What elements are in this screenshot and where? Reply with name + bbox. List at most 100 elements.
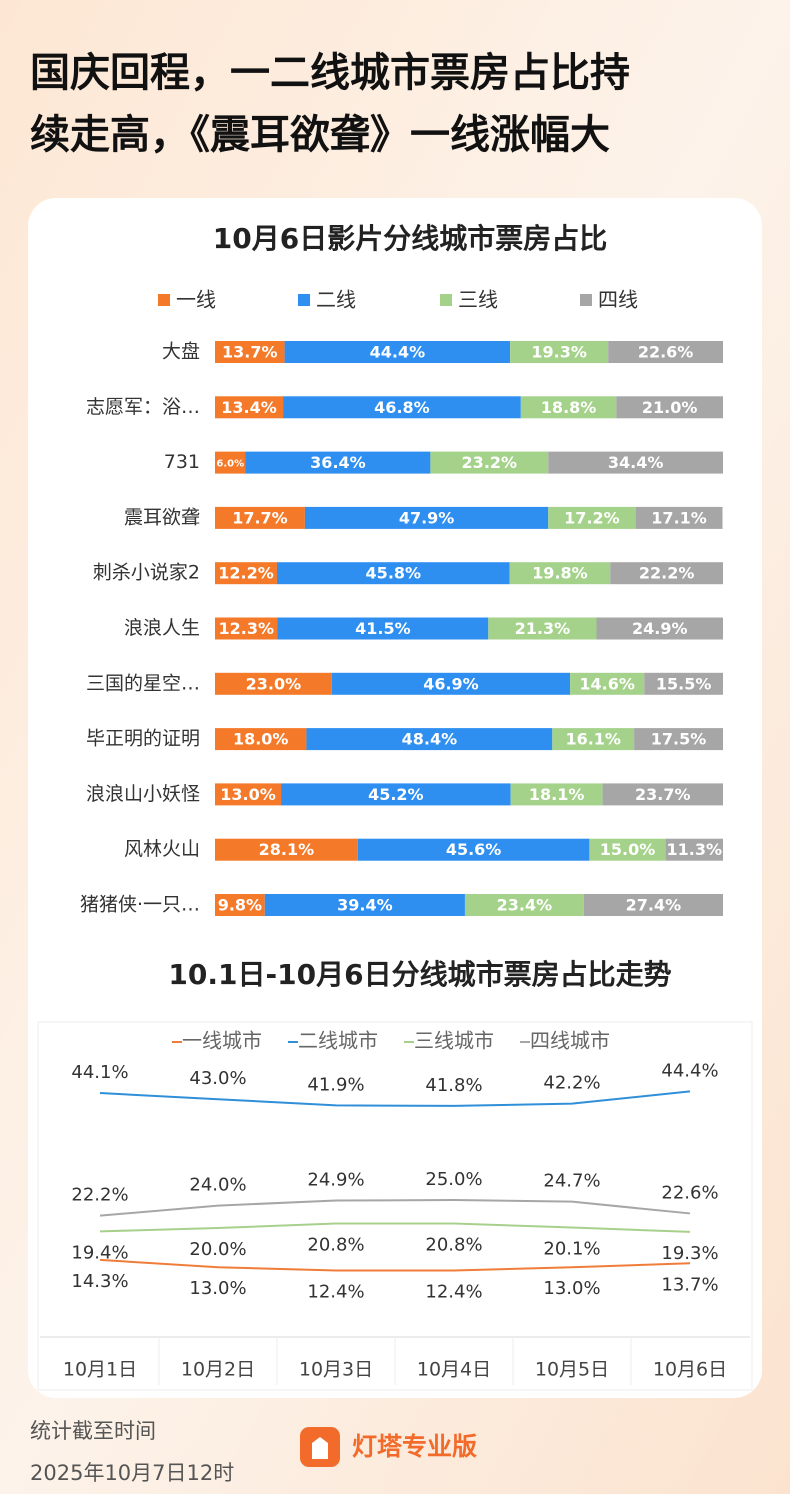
x-tick-label: 10月1日 <box>63 1359 137 1381</box>
data-label: 13.7% <box>661 1274 718 1295</box>
bar-segment <box>509 562 611 585</box>
bar-segment <box>635 506 723 529</box>
bar-segment <box>570 672 645 695</box>
data-label: 25.0% <box>425 1169 482 1190</box>
bar-segment <box>596 617 723 640</box>
data-label: 41.5% <box>355 619 411 638</box>
data-label: 44.4% <box>370 343 426 362</box>
data-label: 45.2% <box>368 785 424 804</box>
data-label: 18.8% <box>541 398 597 417</box>
bar-segment <box>610 562 723 585</box>
data-label: 28.1% <box>259 840 315 859</box>
bar-segment <box>215 894 265 916</box>
data-label: 11.3% <box>667 840 723 859</box>
category-label: 731 <box>164 451 200 473</box>
bar-segment <box>616 396 723 419</box>
category-label: 浪浪山小妖怪 <box>86 783 200 805</box>
data-label: 42.2% <box>543 1073 600 1094</box>
series-line <box>99 1258 691 1272</box>
data-label: 22.6% <box>638 343 694 362</box>
bar-segment <box>552 728 635 751</box>
legend-swatch <box>298 294 310 306</box>
chart-title: 10月6日影片分线城市票房占比 <box>213 222 607 255</box>
bar-segment <box>215 562 277 585</box>
data-label: 24.7% <box>543 1171 600 1192</box>
data-label: 13.4% <box>221 398 277 417</box>
category-label: 猪猪侠·一只… <box>80 894 200 916</box>
data-label: 23.0% <box>246 674 302 693</box>
data-label: 44.4% <box>661 1060 718 1081</box>
x-tick-label: 10月6日 <box>653 1359 727 1381</box>
bar-segment <box>665 838 723 861</box>
data-label: 12.2% <box>218 564 274 583</box>
bar-segment <box>548 506 636 529</box>
data-label: 24.0% <box>189 1175 246 1196</box>
legend-label: 二线 <box>316 288 356 312</box>
bar-segment <box>264 894 465 916</box>
data-label: 41.9% <box>307 1074 364 1095</box>
data-label: 46.9% <box>423 674 479 693</box>
data-label: 20.8% <box>307 1235 364 1256</box>
bar-segment <box>644 672 723 695</box>
x-tick-label: 10月3日 <box>299 1359 373 1381</box>
x-tick-label: 10月4日 <box>417 1359 491 1381</box>
chart-title: 10.1日-10月6日分线城市票房占比走势 <box>168 958 671 991</box>
x-tick-label: 10月2日 <box>181 1359 255 1381</box>
data-label: 19.3% <box>661 1243 718 1264</box>
bar-segment <box>583 894 723 916</box>
series-line <box>99 1198 691 1217</box>
data-label: 39.4% <box>337 896 393 915</box>
bar-segment <box>215 728 307 751</box>
legend-swatch <box>158 294 170 306</box>
bar-segment <box>520 396 617 419</box>
data-label: 14.3% <box>71 1271 128 1292</box>
bar-segment <box>464 894 584 916</box>
brand-logo-icon <box>312 1437 328 1459</box>
line-plot-area <box>37 1021 753 1391</box>
data-label: 17.7% <box>232 508 288 527</box>
bar-segment <box>589 838 666 861</box>
category-label: 震耳欲聋 <box>124 506 200 528</box>
data-label: 19.8% <box>532 564 588 583</box>
page-title: 国庆回程，一二线城市票房占比持 <box>30 50 630 96</box>
legend-label: 四线 <box>598 288 638 312</box>
bar-segment <box>215 672 332 695</box>
data-label: 18.1% <box>529 785 585 804</box>
bar-segment <box>331 672 571 695</box>
data-label: 18.0% <box>233 730 289 749</box>
data-label: 12.4% <box>425 1282 482 1303</box>
bar-segment <box>245 451 431 474</box>
bar-segment <box>215 506 305 529</box>
data-label: 45.8% <box>366 564 422 583</box>
category-label: 毕正明的证明 <box>86 728 200 750</box>
data-label: 14.6% <box>579 674 635 693</box>
category-label: 大盘 <box>162 341 200 363</box>
category-label: 刺杀小说家2 <box>93 562 200 584</box>
legend-swatch <box>580 294 592 306</box>
data-label: 24.9% <box>632 619 688 638</box>
data-label: 47.9% <box>399 508 455 527</box>
series-line <box>99 1090 691 1107</box>
data-label: 20.0% <box>189 1239 246 1260</box>
data-label: 12.4% <box>307 1282 364 1303</box>
data-label: 23.7% <box>635 785 691 804</box>
data-label: 23.4% <box>497 896 553 915</box>
data-label: 13.7% <box>222 343 278 362</box>
data-label: 46.8% <box>374 398 430 417</box>
bar-segment <box>276 562 510 585</box>
data-label: 22.2% <box>71 1185 128 1206</box>
data-label: 48.4% <box>402 730 458 749</box>
data-label: 22.6% <box>661 1182 718 1203</box>
bar-segment <box>281 783 511 806</box>
category-label: 风林火山 <box>124 838 200 860</box>
bar-segment <box>215 617 278 640</box>
data-label: 13.0% <box>220 785 276 804</box>
data-label: 15.5% <box>656 674 712 693</box>
data-label: 45.6% <box>446 840 502 859</box>
legend-label: 一线 <box>176 288 216 312</box>
bar-segment <box>430 451 549 474</box>
data-label: 20.1% <box>543 1238 600 1259</box>
data-label: 20.8% <box>425 1235 482 1256</box>
data-label: 21.3% <box>515 619 571 638</box>
